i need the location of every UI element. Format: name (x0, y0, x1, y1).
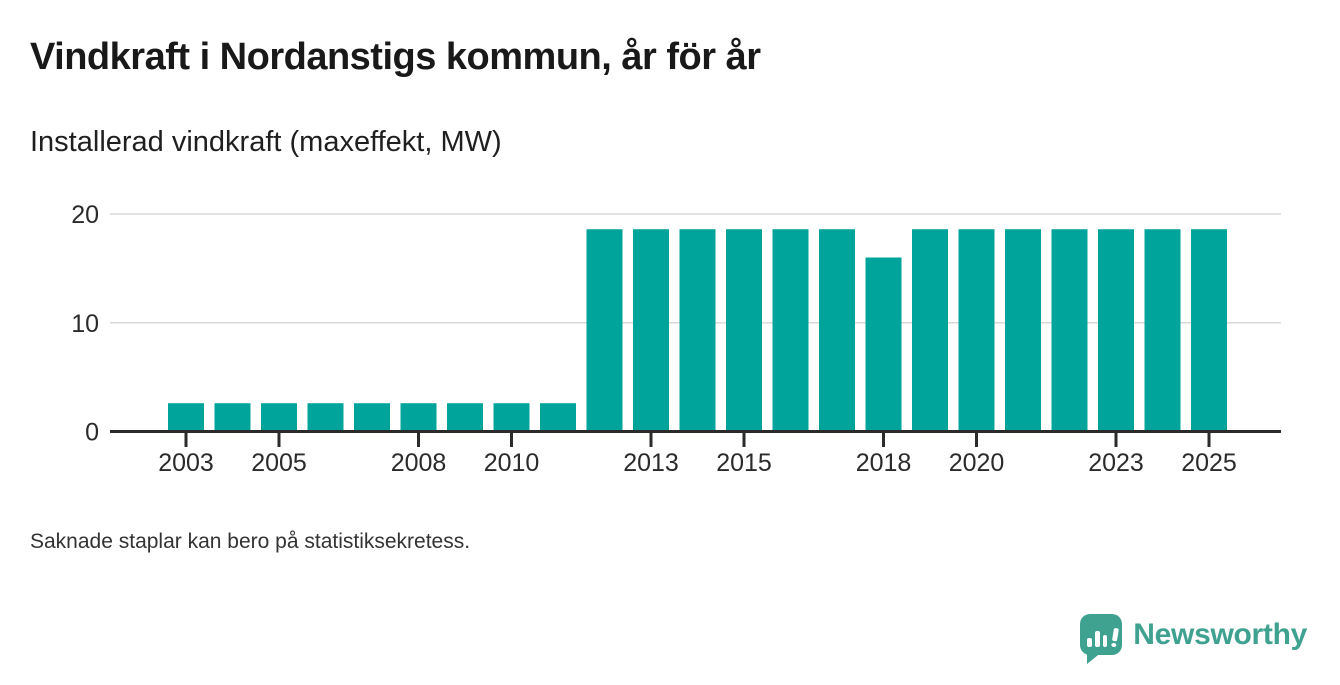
newsworthy-wordmark: Newsworthy (1133, 617, 1307, 651)
y-tick-label-10: 10 (71, 310, 99, 338)
bar-2014 (679, 229, 716, 433)
logo-bar-small (1087, 638, 1092, 647)
bar-2003 (168, 403, 204, 433)
x-tick-label-2020: 2020 (949, 449, 1005, 477)
x-tick-label-2003: 2003 (158, 449, 214, 477)
x-tick-label-2013: 2013 (623, 449, 679, 477)
x-tick-label-2010: 2010 (484, 449, 540, 477)
bar-2019 (912, 229, 948, 433)
y-tick-label-20: 20 (71, 201, 99, 229)
bar-2024 (1144, 229, 1181, 433)
bar-2020 (958, 229, 995, 433)
x-tick-label-2008: 2008 (391, 449, 447, 477)
newsworthy-logo: Newsworthy (1080, 614, 1307, 664)
bar-2005 (261, 403, 297, 433)
bar-2004 (214, 403, 251, 433)
x-tick-label-2023: 2023 (1088, 449, 1144, 477)
bar-2022 (1051, 229, 1088, 433)
x-tick-label-2018: 2018 (856, 449, 912, 477)
bar-2016 (772, 229, 809, 433)
chart-subtitle: Installerad vindkraft (maxeffekt, MW) (30, 126, 502, 158)
x-tick-label-2015: 2015 (716, 449, 772, 477)
x-tick-label-2005: 2005 (251, 449, 307, 477)
logo-bar-medium (1102, 635, 1108, 647)
logo-bar-tall (1094, 631, 1100, 647)
bar-2006 (307, 403, 344, 433)
bar-2009 (447, 403, 483, 433)
bar-2015 (726, 229, 762, 433)
logo-exclamation-icon (1111, 627, 1120, 648)
bar-2013 (633, 229, 669, 433)
logo-speech-tail (1087, 651, 1104, 664)
bar-2007 (354, 403, 390, 433)
y-tick-label-0: 0 (85, 419, 99, 447)
newsworthy-speech-bubble-bar-chart-icon (1080, 614, 1123, 664)
chart-footnote: Saknade staplar kan bero på statistiksek… (30, 530, 471, 553)
bar-2018 (865, 257, 902, 433)
bar-2010 (493, 403, 530, 433)
bar-2017 (819, 229, 855, 433)
logo-mini-bars (1087, 627, 1120, 648)
bar-2011 (540, 403, 576, 433)
bar-2023 (1098, 229, 1134, 433)
x-tick-label-2025: 2025 (1181, 449, 1237, 477)
page-title: Vindkraft i Nordanstigs kommun, år för å… (30, 36, 761, 78)
bar-2025 (1191, 229, 1227, 433)
bar-2021 (1005, 229, 1041, 433)
bar-2012 (586, 229, 623, 433)
bar-2008 (400, 403, 437, 433)
